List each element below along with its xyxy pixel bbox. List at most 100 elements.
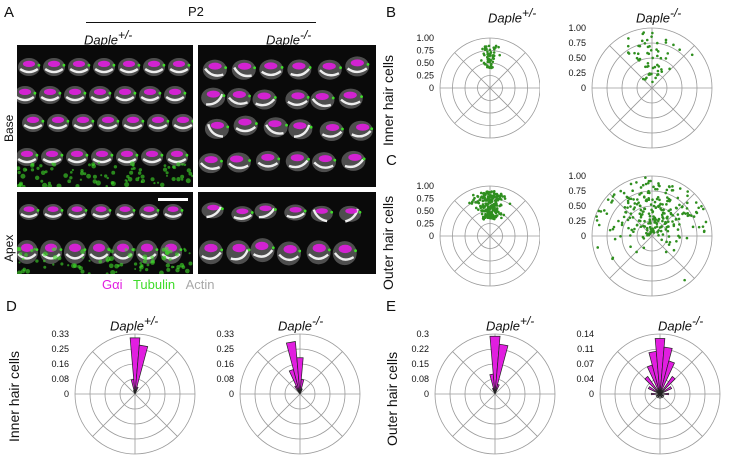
data-point — [691, 225, 695, 229]
stereocilia-bundle — [199, 162, 221, 170]
genotype-label-ko: Daple-/- — [266, 28, 312, 48]
tubulin-speck — [18, 261, 21, 264]
data-point — [686, 194, 689, 198]
micrograph-apex-het — [17, 192, 193, 274]
stereocilia-bundle — [252, 249, 274, 258]
stereocilia-bundle — [235, 125, 257, 133]
tubulin-speck — [77, 264, 81, 269]
data-point — [674, 217, 678, 221]
tubulin-speck — [40, 179, 44, 183]
stereocilia-group — [19, 67, 39, 74]
polar-tick-label: 1.00 — [416, 33, 434, 43]
data-point — [665, 203, 668, 206]
polar-scatter-c-ko: 1.00 0.75 0.50 0.25 0 — [568, 171, 713, 297]
data-point — [644, 176, 647, 179]
data-point — [627, 226, 630, 230]
data-point — [639, 225, 643, 229]
stereocilia-bundle — [265, 124, 284, 135]
tubulin-speck — [35, 259, 39, 263]
stereocilia-group — [235, 125, 257, 133]
data-point — [490, 216, 494, 219]
stereocilia-group — [204, 67, 224, 77]
stereocilia-bundle — [164, 212, 182, 218]
data-point — [483, 198, 487, 202]
tubulin-speck — [22, 267, 26, 271]
data-point — [654, 76, 657, 80]
kinocilium — [83, 91, 87, 95]
data-point — [617, 219, 620, 223]
polar-tick-label: 0.33 — [216, 329, 234, 339]
data-point — [620, 221, 624, 225]
kinocilium — [87, 63, 91, 67]
tubulin-speck — [98, 259, 103, 264]
stereocilia-group — [90, 95, 110, 102]
data-point — [656, 50, 660, 53]
data-point — [651, 66, 655, 70]
tubulin-speck — [186, 168, 192, 173]
tubulin-speck — [22, 167, 27, 172]
gai-signal — [210, 121, 225, 129]
data-point — [495, 192, 499, 196]
data-point — [655, 197, 659, 201]
data-point — [508, 202, 512, 206]
kinocilium — [112, 63, 116, 67]
gai-signal — [95, 150, 109, 157]
gai-signal — [118, 88, 132, 95]
polar-tick-label: 0.08 — [51, 374, 69, 384]
stereocilia-group — [44, 67, 64, 74]
polar-tick-label: 0.25 — [568, 216, 586, 226]
tubulin-speck — [36, 166, 40, 170]
kinocilium — [220, 248, 224, 252]
hair-cell — [254, 203, 277, 220]
data-point — [660, 225, 663, 229]
data-point — [651, 56, 654, 60]
kinocilium — [366, 63, 370, 66]
data-point — [676, 196, 680, 200]
data-point — [643, 225, 647, 228]
stereocilia-bundle — [278, 253, 300, 262]
panel-label-c: C — [386, 152, 397, 169]
kinocilium — [354, 249, 357, 253]
gai-signal — [126, 116, 140, 123]
data-point — [697, 225, 701, 229]
data-point — [669, 208, 672, 211]
hair-cell — [97, 114, 119, 132]
stereocilia-bundle — [206, 206, 222, 219]
tubulin-speck — [17, 170, 21, 175]
data-point — [655, 48, 658, 51]
gai-signal — [167, 206, 179, 212]
gai-signal — [232, 91, 246, 99]
stereocilia-group — [92, 212, 110, 218]
polar-tick-label: 0.16 — [216, 359, 234, 369]
polar-tick-label: 0 — [581, 83, 586, 93]
data-point — [678, 223, 681, 226]
kinocilium — [341, 127, 344, 131]
tubulin-speck — [188, 171, 193, 176]
data-point — [476, 195, 480, 198]
kinocilium — [254, 122, 258, 125]
kinocilium — [370, 127, 374, 131]
kinocilium — [307, 157, 310, 161]
stereocilia-group — [98, 123, 118, 130]
data-point — [492, 189, 496, 193]
tubulin-speck — [176, 162, 181, 167]
stereocilia-group — [199, 162, 221, 170]
tubulin-speck — [180, 174, 185, 179]
tubulin-speck — [179, 262, 185, 268]
polar-tick-label: 0.08 — [216, 374, 234, 384]
data-point — [623, 206, 627, 209]
stereocilia-bundle — [44, 67, 64, 74]
tubulin-speck — [135, 177, 140, 182]
stereocilia-group — [206, 93, 224, 106]
data-point — [656, 63, 659, 67]
gai-signal — [322, 62, 336, 70]
data-point — [652, 215, 655, 218]
data-point — [638, 212, 642, 216]
data-point — [683, 278, 686, 282]
kinocilium — [84, 209, 88, 212]
rose-bar — [659, 386, 673, 395]
data-point — [611, 257, 614, 261]
tubulin-speck — [146, 263, 150, 267]
stereocilia-group — [228, 162, 249, 170]
data-point — [694, 210, 698, 214]
